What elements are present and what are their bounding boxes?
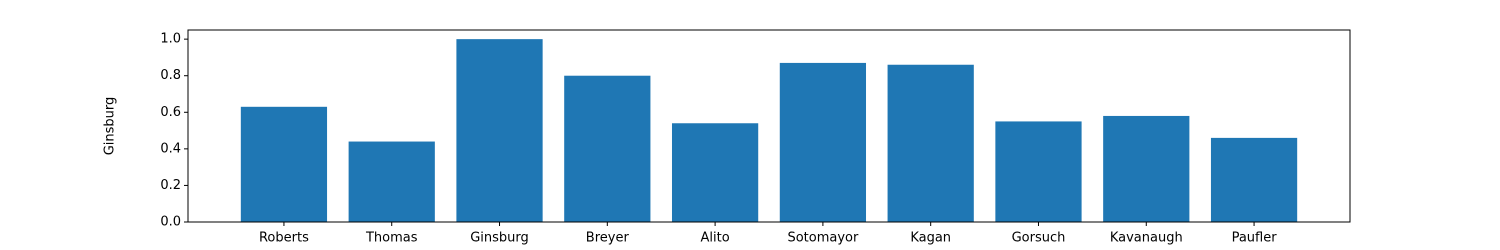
x-tick-label: Breyer [586,231,630,246]
y-tick-label: 1.0 [160,32,181,47]
plot-frame [187,29,1351,223]
x-tick-label: Alito [701,231,730,246]
x-tick-label: Kagan [910,231,951,246]
y-tick-label: 0.6 [160,105,181,120]
y-tick-label: 0.0 [160,215,181,230]
y-tick-label: 0.8 [160,68,181,83]
bar [456,39,543,223]
y-axis-label: Ginsburg [103,97,118,156]
x-tick-label: Paufler [1232,231,1278,246]
y-tick-label: 0.2 [160,178,181,193]
x-tick-label: Roberts [259,231,309,246]
bar [240,106,328,222]
x-tick-label: Kavanaugh [1110,231,1183,246]
x-tick-label: Gorsuch [1012,231,1066,246]
bar [995,121,1082,222]
bar [887,64,974,222]
x-tick-label: Thomas [365,231,418,246]
bar [779,62,867,222]
x-tick-label: Ginsburg [470,231,529,246]
bar [564,75,651,222]
bar [1210,137,1298,222]
bar [671,123,759,222]
y-tick-label: 0.4 [160,141,181,156]
bar [1103,115,1190,222]
bar [348,141,435,222]
x-tick-label: Sotomayor [787,231,859,246]
